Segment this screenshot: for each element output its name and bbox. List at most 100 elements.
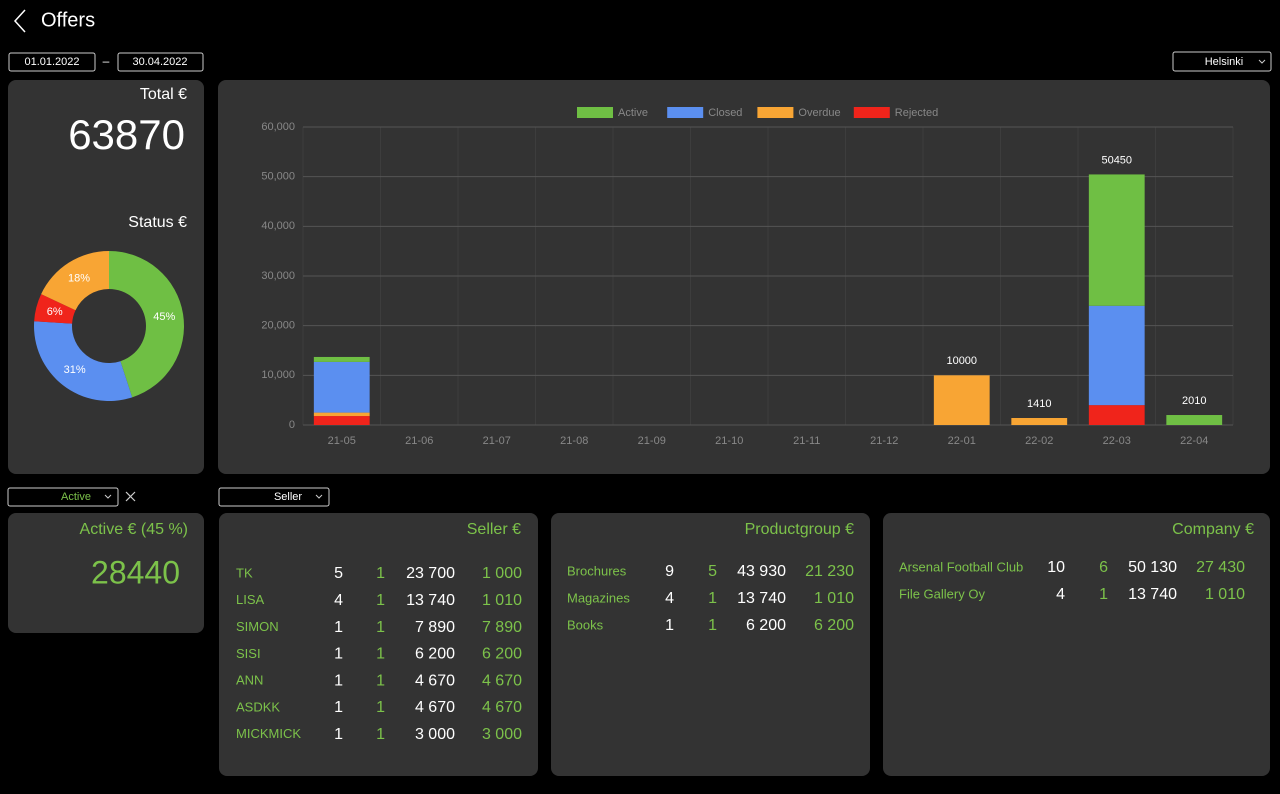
row-value: 13 740 [737, 590, 786, 607]
row-name: SIMON [236, 619, 279, 634]
x-tick-label: 21-06 [405, 435, 433, 447]
row-value: 1 [665, 617, 674, 634]
row-name: ASDKK [236, 699, 280, 714]
tables: Seller € TK 5 1 23 700 1 000 LISA 4 1 13 740 1 010… [236, 521, 1254, 743]
y-tick-label: 40,000 [261, 220, 295, 232]
y-tick-label: 50,000 [261, 171, 295, 183]
legend-label: Rejected [895, 107, 938, 119]
x-tick-label: 22-02 [1025, 435, 1053, 447]
row-value: 1 [376, 565, 385, 582]
row-value: 6 200 [814, 617, 854, 634]
date-from: 01.01.2022 [24, 56, 79, 68]
x-tick-label: 21-09 [638, 435, 666, 447]
row-value: 1 [376, 726, 385, 743]
row-name: Magazines [567, 590, 630, 605]
row-value: 1 [1099, 586, 1108, 603]
monthly-chart: 0 10,000 20,000 30,000 40,000 50,000 60,000 21-… [261, 107, 1234, 447]
legend-swatch [853, 107, 890, 118]
x-tick-label: 22-03 [1103, 435, 1131, 447]
date-to-input[interactable] [117, 52, 204, 72]
status-pie: 45% 31% 6% 18% [34, 250, 185, 402]
y-tick-label: 0 [289, 419, 295, 431]
legend-label: Overdue [798, 107, 840, 119]
row-value: 27 430 [1196, 559, 1245, 576]
slice-label: 31% [64, 364, 86, 376]
total-value: 63870 [68, 111, 185, 158]
legend-swatch [757, 107, 794, 118]
back-button[interactable] [13, 9, 26, 33]
x-tick-label: 21-10 [715, 435, 743, 447]
x-tick-label: 21-11 [793, 435, 820, 447]
row-name: File Gallery Oy [899, 586, 985, 601]
row-value: 9 [665, 563, 674, 580]
bar-segment [313, 356, 370, 362]
row-value: 1 [376, 646, 385, 663]
y-tick-label: 60,000 [261, 121, 295, 133]
status-select[interactable] [7, 487, 119, 507]
row-value: 43 930 [737, 563, 786, 580]
slice-label: 6% [47, 306, 63, 318]
row-value: 1 [376, 592, 385, 609]
row-value: 1 [708, 590, 717, 607]
table-title: Productgroup € [745, 521, 855, 538]
row-value: 4 [334, 592, 343, 609]
x-tick-label: 22-04 [1180, 435, 1208, 447]
y-tick-label: 30,000 [261, 270, 295, 282]
company-card [883, 513, 1270, 776]
chevron [104, 494, 112, 499]
row-value: 6 200 [482, 646, 522, 663]
row-name: SISI [236, 646, 261, 661]
chevron [1258, 59, 1266, 64]
productgroup-card [551, 513, 870, 776]
bar-segment [933, 375, 990, 425]
total-label: 1410 [1027, 398, 1051, 410]
row-value: 1 010 [814, 590, 854, 607]
pie-slice [41, 251, 109, 311]
row-value: 1 [376, 672, 385, 689]
bar-segment [1088, 305, 1145, 406]
legend-label: Active [618, 107, 648, 119]
y-tick-label: 20,000 [261, 320, 295, 332]
x-tick-label: 21-12 [870, 435, 898, 447]
row-value: 1 [334, 619, 343, 636]
bar-segment [313, 416, 370, 425]
row-value: 13 740 [406, 592, 455, 609]
row-value: 5 [334, 565, 343, 582]
row-value: 13 740 [1128, 586, 1177, 603]
row-value: 23 700 [406, 565, 455, 582]
bar-segment [313, 412, 370, 417]
legend-label: Closed [708, 107, 742, 119]
row-value: 10 [1047, 559, 1065, 576]
bar-segment [1011, 417, 1068, 425]
row-value: 1 010 [1205, 586, 1245, 603]
bar-segment [313, 361, 370, 413]
active-title: Active € (45 %) [80, 521, 188, 538]
clear-filter[interactable] [125, 491, 136, 502]
row-value: 1 000 [482, 565, 522, 582]
status-filter: Active [61, 491, 91, 503]
total-label: 50450 [1101, 154, 1132, 166]
row-value: 4 670 [482, 699, 522, 716]
row-value: 4 670 [482, 672, 522, 689]
total-label: 2010 [1182, 395, 1206, 407]
group-select[interactable] [218, 487, 330, 507]
row-value: 3 000 [482, 726, 522, 743]
row-name: Arsenal Football Club [899, 559, 1023, 574]
page-title: Offers [41, 9, 95, 31]
row-value: 1 [334, 699, 343, 716]
row-value: 6 [1099, 559, 1108, 576]
legend-swatch [577, 107, 613, 118]
row-value: 4 670 [415, 699, 455, 716]
date-from-input[interactable] [8, 52, 96, 72]
city-select[interactable] [1172, 51, 1272, 72]
y-tick-label: 10,000 [261, 369, 295, 381]
row-value: 1 [708, 617, 717, 634]
row-value: 1 [334, 646, 343, 663]
active-value: 28440 [91, 554, 180, 590]
x-tick-label: 21-05 [328, 435, 356, 447]
city: Helsinki [1205, 56, 1244, 68]
row-name: LISA [236, 592, 265, 607]
row-value: 6 200 [746, 617, 786, 634]
